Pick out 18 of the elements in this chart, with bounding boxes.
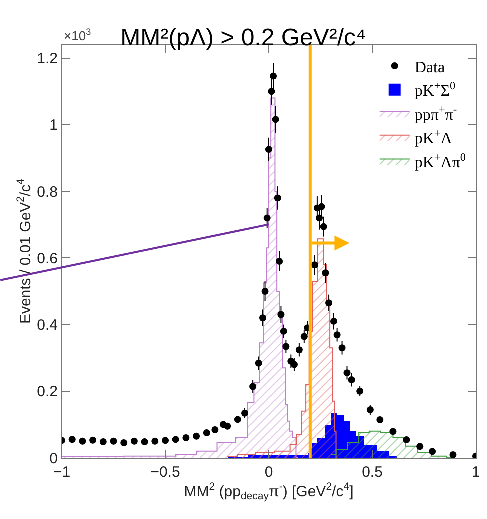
text: MM$^{2}$ (pp$_{decay}$π$^{-}$) [GeV$^{2}$/c$^{4}$] [184,481,354,502]
legend-label: ppπ$^{+}$π$^{-}$ [414,104,458,124]
x-tick-label: 0 [264,464,274,481]
y-tick-label: 1.2 [37,50,58,68]
legend-label: pK$^{+}$Σ$^{0}$ [414,80,456,100]
y-tick-label: 0.4 [37,317,58,334]
legend-label: Data [414,59,446,76]
text: ×10$^{3}$ [64,27,92,44]
legend-label: pK$^{+}$Λπ$^{0}$ [414,152,466,172]
y-tick-label: 0.6 [37,250,58,268]
x-tick-label: −0.5 [150,464,180,481]
chart-title: MM²(pΛ) > 0.2 GeV²/c⁴ [120,24,366,52]
legend-label: pK$^{+}$Λ [414,128,453,148]
y-tick-label: 0.2 [37,384,58,401]
y-tick-label: 1 [50,117,58,134]
x-tick-label: 1 [472,464,480,481]
y-tick-label: 0.8 [37,184,58,201]
x-tick-label: 0.5 [362,464,383,481]
